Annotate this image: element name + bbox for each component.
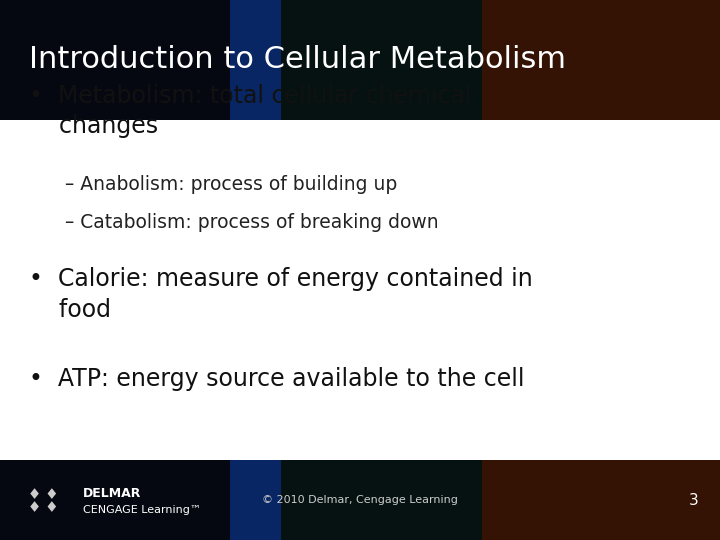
Bar xyxy=(281,460,482,540)
Polygon shape xyxy=(30,488,39,499)
Bar xyxy=(281,0,482,120)
Polygon shape xyxy=(48,488,56,499)
Text: Introduction to Cellular Metabolism: Introduction to Cellular Metabolism xyxy=(29,45,566,75)
Polygon shape xyxy=(30,501,39,512)
Text: 3: 3 xyxy=(688,492,698,508)
Text: – Anabolism: process of building up: – Anabolism: process of building up xyxy=(65,176,397,194)
Text: •  Metabolism: total cellular chemical
    changes: • Metabolism: total cellular chemical ch… xyxy=(29,84,472,138)
Bar xyxy=(0,0,720,120)
Bar xyxy=(230,0,281,120)
Text: © 2010 Delmar, Cengage Learning: © 2010 Delmar, Cengage Learning xyxy=(262,495,458,505)
Text: CENGAGE Learning™: CENGAGE Learning™ xyxy=(83,505,201,515)
Bar xyxy=(0,460,720,540)
Bar xyxy=(230,460,281,540)
Bar xyxy=(0,120,720,460)
Text: DELMAR: DELMAR xyxy=(83,487,141,500)
Text: •  Calorie: measure of energy contained in
    food: • Calorie: measure of energy contained i… xyxy=(29,267,533,322)
Bar xyxy=(482,0,720,120)
Text: •  ATP: energy source available to the cell: • ATP: energy source available to the ce… xyxy=(29,367,524,391)
Polygon shape xyxy=(48,501,56,512)
Text: – Catabolism: process of breaking down: – Catabolism: process of breaking down xyxy=(65,213,438,232)
Bar xyxy=(482,460,720,540)
